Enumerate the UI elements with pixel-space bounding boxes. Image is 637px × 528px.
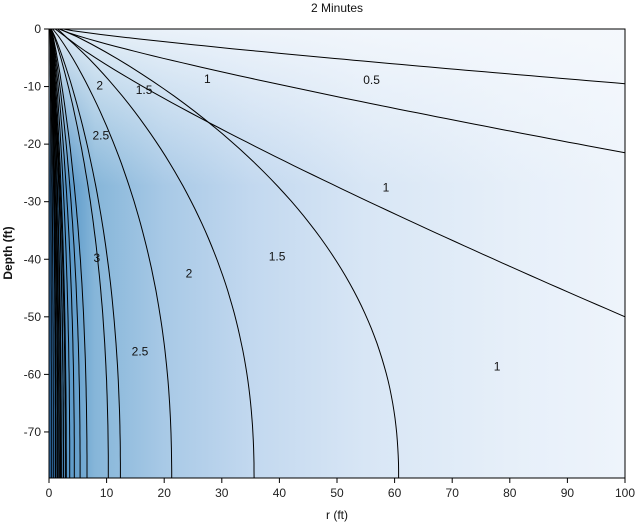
contour-label-group: 2.5: [132, 344, 149, 358]
contour-line-dense: [49, 28, 56, 478]
contour-label: 1: [383, 180, 390, 194]
contour-label-group: 2: [186, 267, 193, 281]
x-tick-label: 90: [561, 486, 575, 500]
x-axis: 0 10 20 30 40 50 60 70 80 90 100: [46, 478, 635, 500]
x-axis-title: r (ft): [326, 508, 348, 522]
contour-line: [50, 28, 109, 478]
contour-label-group: 1.5: [269, 249, 286, 263]
contour-line-upper: [57, 28, 626, 318]
contour-label-group: 1.5: [136, 83, 153, 97]
contour-label: 1.5: [269, 249, 286, 263]
contour-label-group: 1: [383, 180, 390, 194]
y-tick-label: -10: [24, 80, 42, 94]
chart-title: 2 Minutes: [311, 1, 363, 15]
x-tick-label: 10: [100, 486, 114, 500]
y-tick-label: -40: [24, 252, 42, 266]
contour-line-dense: [49, 28, 62, 478]
contour-label: 2: [96, 78, 103, 92]
contour-line: [59, 28, 400, 478]
plot-area: 0.5 1 1.5 2 2.5 1 1.5 2 3 2.5 1: [48, 28, 626, 479]
x-tick-label: 0: [46, 486, 53, 500]
contour-label: 2.5: [132, 344, 149, 358]
contour-label-group: 2.5: [92, 128, 109, 142]
x-tick-label: 100: [615, 486, 635, 500]
x-tick-label: 40: [273, 486, 287, 500]
y-axis: 0 -10 -20 -30 -40 -50 -60 -70: [24, 22, 49, 439]
y-tick-label: -50: [24, 310, 42, 324]
contour-line: [50, 28, 75, 478]
x-tick-label: 60: [388, 486, 402, 500]
contour-line: [52, 28, 173, 478]
x-tick-label: 70: [446, 486, 460, 500]
y-tick-label: -20: [24, 137, 42, 151]
contour-line-dense: [49, 28, 54, 478]
contour-label-group: 3: [93, 251, 100, 265]
contour-line: [50, 28, 67, 478]
contour-lines: [49, 28, 626, 479]
x-tick-label: 50: [330, 486, 344, 500]
contour-line-dense: [49, 28, 58, 478]
contour-label-group: 2: [96, 78, 103, 92]
y-axis-title: Depth (ft): [1, 226, 15, 279]
contour-fill-overlay: [49, 29, 625, 478]
contour-line-0.5: [63, 28, 626, 85]
y-tick-label: -30: [24, 195, 42, 209]
contour-line: [50, 28, 88, 478]
contour-line-dense: [49, 28, 64, 478]
y-tick-label: -70: [24, 425, 42, 439]
contour-line: [50, 28, 81, 478]
x-tick-label: 80: [503, 486, 517, 500]
contour-line-dense: [49, 28, 66, 478]
y-tick-label: 0: [34, 22, 41, 36]
contour-line: [50, 28, 121, 478]
contour-line: [50, 28, 71, 478]
contour-label: 0.5: [363, 73, 380, 87]
contour-label: 1.5: [136, 83, 153, 97]
contour-label: 2.5: [92, 128, 109, 142]
contour-label: 2: [186, 267, 193, 281]
contour-label: 1: [494, 359, 501, 373]
contour-label-group: 1: [494, 359, 501, 373]
x-tick-label: 20: [158, 486, 172, 500]
contour-line-dense: [49, 28, 60, 478]
contour-line-dense: [49, 29, 52, 478]
contour-line: [54, 28, 255, 479]
x-tick-label: 30: [215, 486, 229, 500]
contour-label: 3: [93, 251, 100, 265]
contour-label-group: 1: [204, 72, 211, 86]
contour-label-group: 0.5: [363, 73, 380, 87]
contour-line-upper: [59, 28, 626, 154]
y-tick-label: -60: [24, 367, 42, 381]
contour-label: 1: [204, 72, 211, 86]
